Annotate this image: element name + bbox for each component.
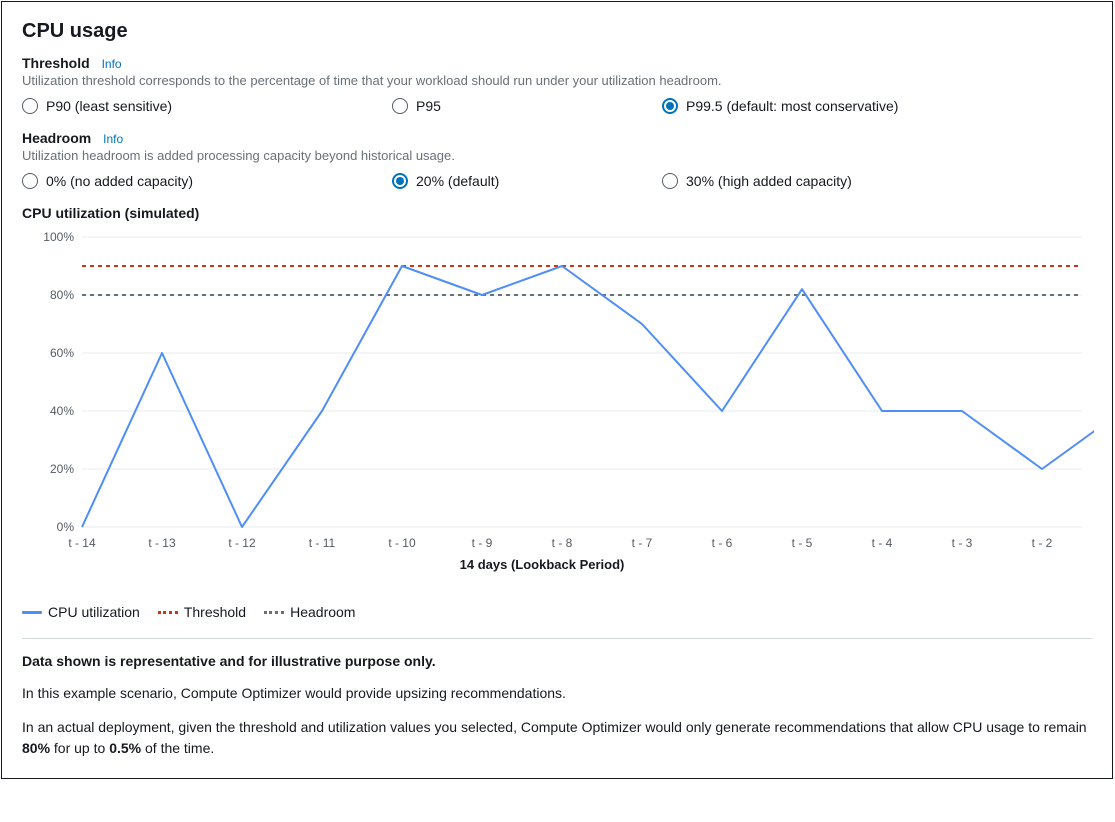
svg-text:80%: 80% [50, 288, 74, 302]
svg-text:t - 6: t - 6 [712, 536, 733, 550]
legend-item-series: CPU utilization [22, 604, 140, 620]
cpu-usage-panel: CPU usage Threshold Info Utilization thr… [1, 1, 1113, 779]
radio-icon [22, 98, 38, 114]
cpu-utilization-chart: 0% 20% 40% 60% 80% 100% t - 14 t - 13 t - 12 t - … [22, 227, 1092, 590]
footer-paragraph-2: In an actual deployment, given the thres… [22, 717, 1092, 758]
radio-icon [392, 98, 408, 114]
svg-text:100%: 100% [43, 230, 74, 244]
radio-label: P95 [416, 98, 441, 114]
footer-text: In an actual deployment, given the thres… [22, 719, 1087, 735]
threshold-option-p90[interactable]: P90 (least sensitive) [22, 98, 392, 114]
chart-svg: 0% 20% 40% 60% 80% 100% t - 14 t - 13 t - 12 t - … [22, 227, 1094, 587]
headroom-section: Headroom Info Utilization headroom is ad… [22, 130, 1092, 189]
svg-text:t - 8: t - 8 [552, 536, 573, 550]
radio-icon [392, 173, 408, 189]
svg-text:t - 13: t - 13 [148, 536, 176, 550]
radio-label: 30% (high added capacity) [686, 173, 852, 189]
headroom-radio-group: 0% (no added capacity) 20% (default) 30%… [22, 173, 1092, 189]
footer-text: of the time. [141, 740, 214, 756]
threshold-radio-group: P90 (least sensitive) P95 P99.5 (default… [22, 98, 1092, 114]
headroom-label: Headroom [22, 130, 91, 146]
threshold-option-p995[interactable]: P99.5 (default: most conservative) [662, 98, 1092, 114]
legend-swatch-line-icon [22, 611, 42, 614]
headroom-info-link[interactable]: Info [103, 132, 123, 146]
headroom-option-30[interactable]: 30% (high added capacity) [662, 173, 1092, 189]
svg-text:20%: 20% [50, 462, 74, 476]
chart-legend: CPU utilization Threshold Headroom [22, 604, 1092, 638]
legend-label: CPU utilization [48, 604, 140, 620]
footer-text: for up to [50, 740, 109, 756]
legend-item-threshold: Threshold [158, 604, 246, 620]
svg-text:t - 5: t - 5 [792, 536, 813, 550]
legend-swatch-dash-red-icon [158, 611, 178, 614]
footer-disclaimer: Data shown is representative and for ill… [22, 653, 1092, 669]
radio-label: 20% (default) [416, 173, 499, 189]
radio-icon [662, 173, 678, 189]
svg-text:t - 11: t - 11 [309, 536, 336, 550]
svg-text:t - 7: t - 7 [632, 536, 653, 550]
svg-text:t - 4: t - 4 [872, 536, 893, 550]
threshold-option-p95[interactable]: P95 [392, 98, 662, 114]
legend-swatch-dash-grey-icon [264, 611, 284, 614]
chart-title: CPU utilization (simulated) [22, 205, 1092, 221]
divider [22, 638, 1092, 639]
footer-bold-value: 80% [22, 740, 50, 756]
svg-text:60%: 60% [50, 346, 74, 360]
legend-label: Headroom [290, 604, 355, 620]
headroom-option-20[interactable]: 20% (default) [392, 173, 662, 189]
headroom-desc: Utilization headroom is added processing… [22, 148, 1092, 163]
svg-text:t - 14: t - 14 [68, 536, 96, 550]
svg-text:t - 2: t - 2 [1032, 536, 1053, 550]
radio-icon [662, 98, 678, 114]
svg-text:t - 3: t - 3 [952, 536, 973, 550]
radio-label: 0% (no added capacity) [46, 173, 193, 189]
panel-title: CPU usage [22, 20, 1092, 43]
threshold-desc: Utilization threshold corresponds to the… [22, 73, 1092, 88]
threshold-section: Threshold Info Utilization threshold cor… [22, 55, 1092, 114]
svg-text:t - 10: t - 10 [388, 536, 416, 550]
radio-label: P99.5 (default: most conservative) [686, 98, 898, 114]
threshold-info-link[interactable]: Info [102, 57, 122, 71]
legend-item-headroom: Headroom [264, 604, 355, 620]
footer-paragraph-1: In this example scenario, Compute Optimi… [22, 683, 1092, 703]
radio-icon [22, 173, 38, 189]
svg-text:40%: 40% [50, 404, 74, 418]
svg-text:14 days (Lookback Period): 14 days (Lookback Period) [460, 557, 625, 572]
legend-label: Threshold [184, 604, 246, 620]
radio-label: P90 (least sensitive) [46, 98, 172, 114]
svg-text:0%: 0% [57, 520, 75, 534]
headroom-option-0[interactable]: 0% (no added capacity) [22, 173, 392, 189]
svg-text:t - 9: t - 9 [472, 536, 493, 550]
svg-text:t - 12: t - 12 [228, 536, 256, 550]
threshold-label: Threshold [22, 55, 90, 71]
footer-bold-value: 0.5% [109, 740, 141, 756]
